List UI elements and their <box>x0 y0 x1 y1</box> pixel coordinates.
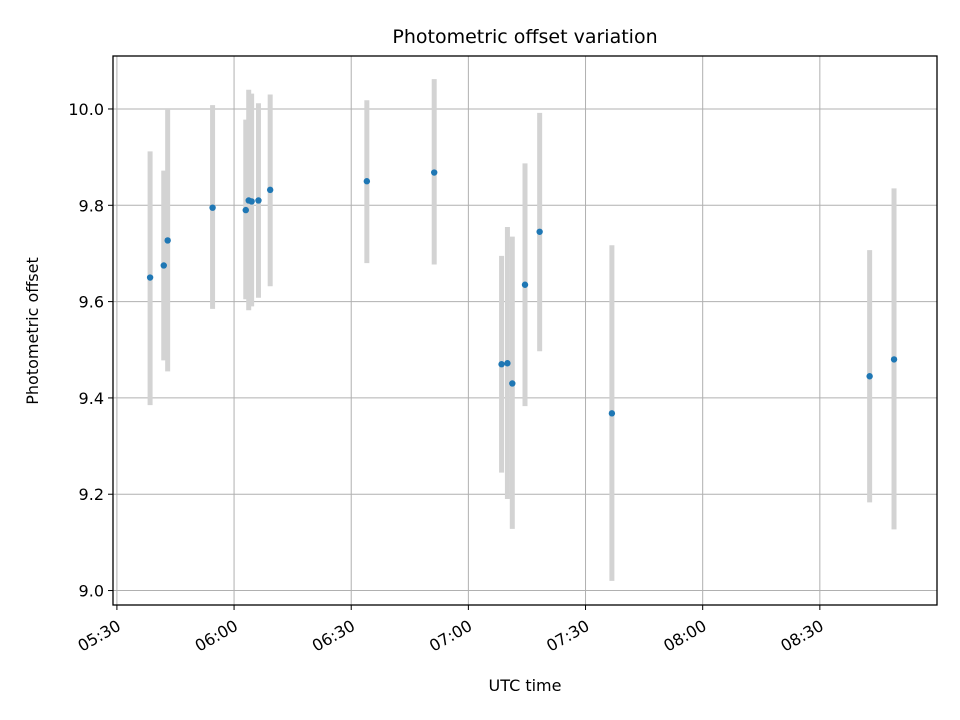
y-axis-title: Photometric offset <box>23 257 42 405</box>
data-point <box>608 410 616 417</box>
data-point <box>431 169 438 176</box>
y-tick-label: 9.6 <box>79 293 104 312</box>
y-tick-label: 10.0 <box>68 100 104 119</box>
y-tick-label: 9.0 <box>79 582 104 601</box>
data-point <box>160 262 167 269</box>
y-tick-label: 9.8 <box>79 196 104 215</box>
data-point <box>498 361 505 368</box>
data-point <box>890 356 898 363</box>
data-point <box>504 360 511 367</box>
data-point <box>248 198 255 205</box>
y-tick-label: 9.4 <box>79 389 104 408</box>
plot-frame <box>112 55 938 606</box>
data-point <box>536 228 543 235</box>
data-point <box>363 178 371 185</box>
data-point <box>521 281 529 288</box>
data-point <box>509 380 516 387</box>
data-point <box>255 197 262 204</box>
y-tick-label: 9.2 <box>79 485 104 504</box>
data-point <box>164 237 171 244</box>
data-point <box>866 373 873 380</box>
data-points <box>146 169 898 417</box>
chart-title: Photometric offset variation <box>392 26 657 48</box>
data-point <box>209 204 216 211</box>
data-point <box>266 186 274 194</box>
data-point <box>146 274 154 281</box>
x-axis-title: UTC time <box>489 676 562 695</box>
data-point <box>242 206 249 214</box>
